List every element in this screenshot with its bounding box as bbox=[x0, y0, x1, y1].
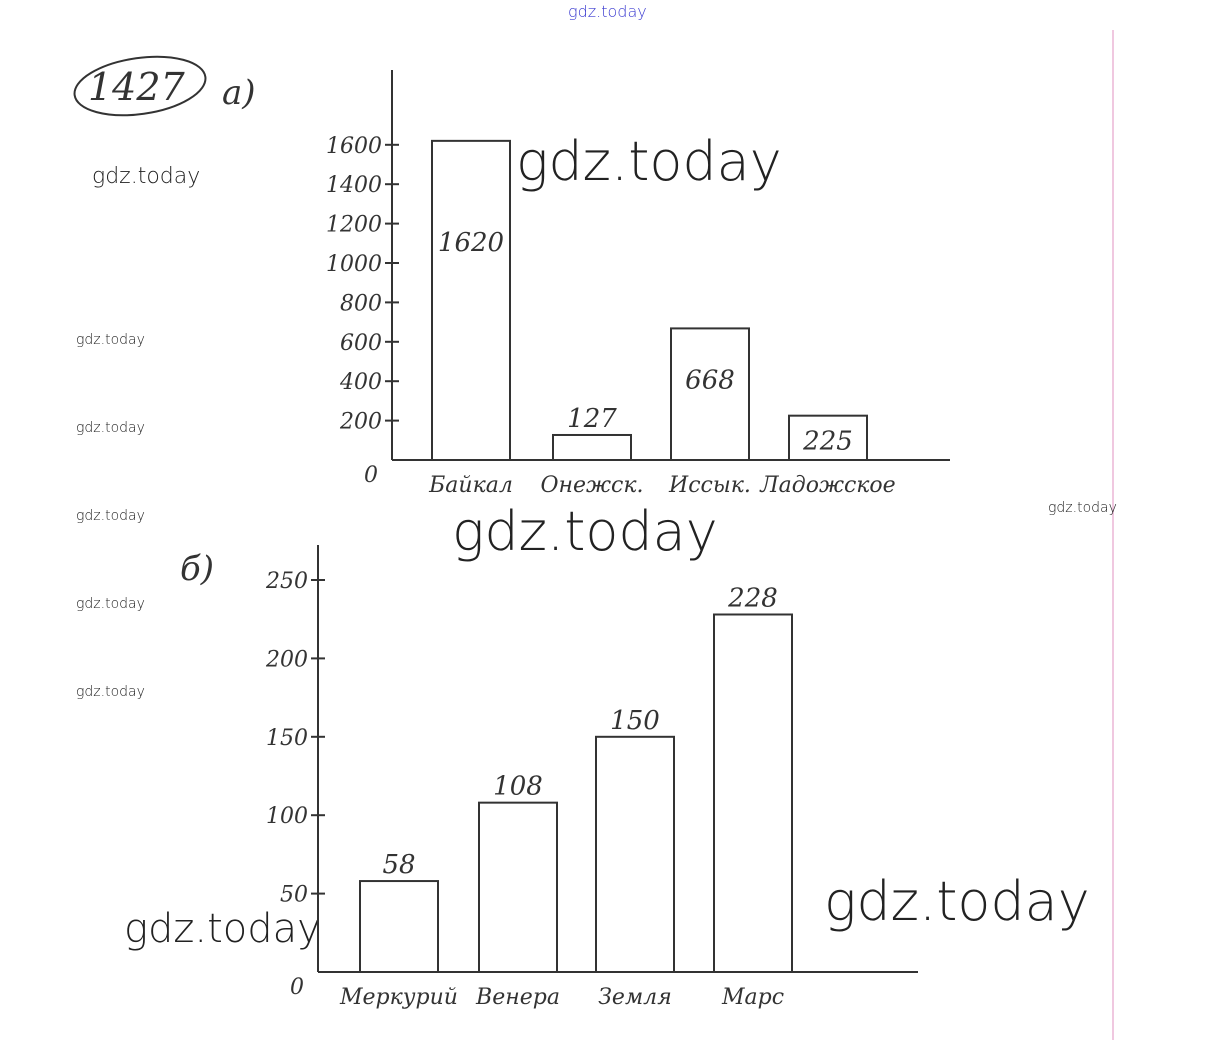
data-label: 58 bbox=[382, 850, 415, 880]
watermark: gdz.today bbox=[1048, 500, 1117, 516]
bar bbox=[788, 414, 868, 461]
bar bbox=[595, 735, 675, 973]
y-tick-label: 200 bbox=[339, 410, 382, 435]
data-label: 225 bbox=[802, 427, 853, 457]
bar bbox=[670, 327, 750, 461]
watermark: gdz.today bbox=[76, 332, 145, 348]
y-tick-label: 50 bbox=[280, 883, 308, 908]
data-label: 1620 bbox=[438, 228, 504, 258]
watermark: gdz.today bbox=[124, 906, 321, 952]
bar bbox=[359, 880, 439, 974]
watermark: gdz.today bbox=[76, 420, 145, 436]
data-label: 150 bbox=[610, 706, 660, 736]
bar bbox=[431, 139, 511, 462]
watermark: gdz.today bbox=[516, 130, 782, 193]
svg-text:1427: 1427 bbox=[88, 65, 186, 109]
x-tick-label: Марс bbox=[721, 985, 784, 1010]
y-tick-label: 1200 bbox=[326, 213, 382, 238]
x-tick-label: Венера bbox=[475, 985, 560, 1010]
watermark: gdz.today bbox=[452, 500, 718, 563]
bar bbox=[713, 613, 793, 973]
y-tick-label: 1000 bbox=[326, 252, 382, 277]
watermark: gdz.today bbox=[92, 164, 201, 189]
y-tick-label: 250 bbox=[265, 569, 308, 594]
y-tick-label: 150 bbox=[266, 726, 308, 751]
watermark-top: gdz.today bbox=[568, 2, 647, 21]
part-label-a: а) bbox=[222, 73, 256, 113]
x-tick-label: Байкал bbox=[428, 473, 513, 498]
data-label: 228 bbox=[727, 583, 778, 613]
notebook-margin-line bbox=[1112, 30, 1114, 1040]
y-tick-label: 1600 bbox=[326, 134, 382, 159]
data-label: 668 bbox=[685, 365, 735, 395]
watermark: gdz.today bbox=[76, 684, 145, 700]
x-tick-label: Земля bbox=[598, 985, 672, 1010]
y-tick-label: 0 bbox=[364, 463, 378, 488]
part-label-b: б) bbox=[180, 549, 214, 589]
y-tick-label: 200 bbox=[265, 647, 308, 672]
x-tick-label: Ладожское bbox=[759, 473, 895, 498]
data-label: 108 bbox=[493, 772, 543, 802]
y-tick-label: 100 bbox=[266, 804, 308, 829]
x-tick-label: Онежск. bbox=[540, 473, 643, 498]
y-tick-label: 0 bbox=[290, 975, 304, 1000]
watermark: gdz.today bbox=[76, 508, 145, 524]
y-tick-label: 600 bbox=[340, 331, 382, 356]
bar bbox=[478, 801, 558, 973]
watermark: gdz.today bbox=[824, 870, 1090, 933]
y-tick-label: 1400 bbox=[326, 173, 382, 198]
x-tick-label: Меркурий bbox=[339, 985, 458, 1010]
y-tick-label: 400 bbox=[339, 370, 382, 395]
bar bbox=[552, 433, 632, 461]
y-tick-label: 800 bbox=[340, 291, 382, 316]
data-label: 127 bbox=[567, 404, 617, 434]
x-tick-label: Иссык. bbox=[668, 473, 751, 498]
problem-number: 1427 bbox=[73, 55, 207, 117]
watermark: gdz.today bbox=[76, 596, 145, 612]
